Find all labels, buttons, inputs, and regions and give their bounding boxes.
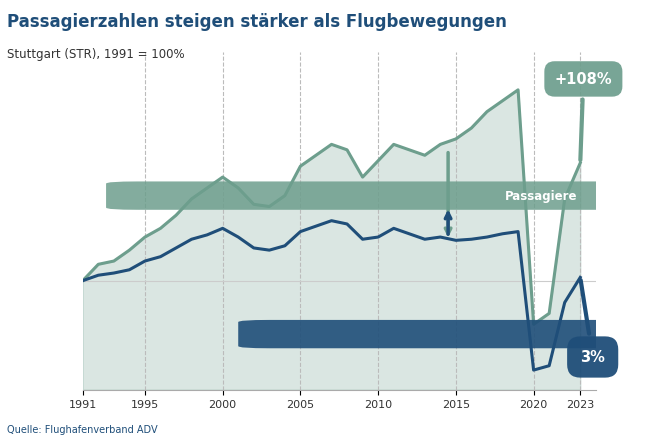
FancyBboxPatch shape [238, 320, 662, 349]
Text: +108%: +108% [555, 72, 612, 161]
FancyBboxPatch shape [106, 182, 662, 210]
Text: Stuttgart (STR), 1991 = 100%: Stuttgart (STR), 1991 = 100% [7, 48, 184, 61]
Text: Passagierzahlen steigen stärker als Flugbewegungen: Passagierzahlen steigen stärker als Flug… [7, 13, 506, 31]
Text: 3%: 3% [581, 280, 605, 365]
Text: Quelle: Flughafenverband ADV: Quelle: Flughafenverband ADV [7, 424, 158, 434]
Text: Passagiere: Passagiere [505, 190, 578, 203]
